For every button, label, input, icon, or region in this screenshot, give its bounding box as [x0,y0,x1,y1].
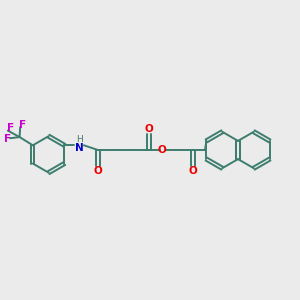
Text: F: F [7,123,14,133]
Text: O: O [94,167,102,176]
Text: O: O [189,167,197,176]
Text: N: N [75,142,84,153]
Text: H: H [76,136,83,145]
Text: F: F [4,134,11,144]
Text: O: O [158,145,166,155]
Text: F: F [19,120,26,130]
Text: O: O [145,124,154,134]
